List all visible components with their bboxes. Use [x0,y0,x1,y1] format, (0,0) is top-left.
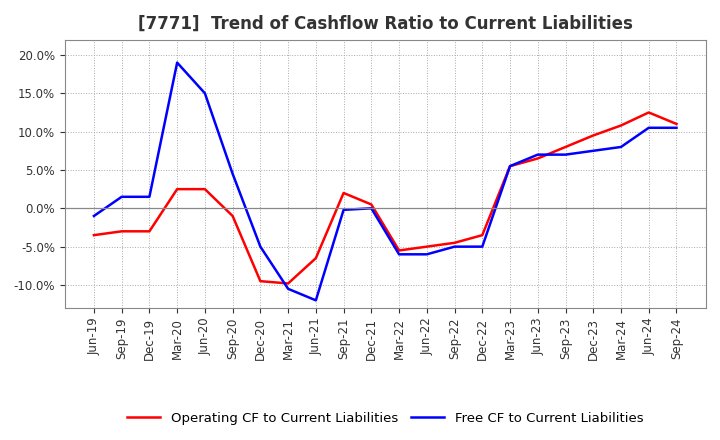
Free CF to Current Liabilities [672,125,681,130]
Free CF to Current Liabilities [450,244,459,249]
Operating CF to Current Liabilities [478,232,487,238]
Free CF to Current Liabilities [505,164,514,169]
Free CF to Current Liabilities [284,286,292,291]
Operating CF to Current Liabilities [534,156,542,161]
Legend: Operating CF to Current Liabilities, Free CF to Current Liabilities: Operating CF to Current Liabilities, Fre… [122,407,649,430]
Operating CF to Current Liabilities [312,256,320,261]
Free CF to Current Liabilities [644,125,653,130]
Operating CF to Current Liabilities [672,121,681,127]
Operating CF to Current Liabilities [145,229,154,234]
Operating CF to Current Liabilities [173,187,181,192]
Operating CF to Current Liabilities [450,240,459,246]
Free CF to Current Liabilities [145,194,154,199]
Operating CF to Current Liabilities [505,164,514,169]
Operating CF to Current Liabilities [644,110,653,115]
Title: [7771]  Trend of Cashflow Ratio to Current Liabilities: [7771] Trend of Cashflow Ratio to Curren… [138,15,633,33]
Operating CF to Current Liabilities [616,123,625,128]
Free CF to Current Liabilities [367,205,376,211]
Free CF to Current Liabilities [616,144,625,150]
Free CF to Current Liabilities [395,252,403,257]
Operating CF to Current Liabilities [284,281,292,286]
Free CF to Current Liabilities [589,148,598,154]
Free CF to Current Liabilities [173,60,181,65]
Operating CF to Current Liabilities [89,232,98,238]
Operating CF to Current Liabilities [423,244,431,249]
Line: Operating CF to Current Liabilities: Operating CF to Current Liabilities [94,113,677,283]
Operating CF to Current Liabilities [395,248,403,253]
Operating CF to Current Liabilities [201,187,210,192]
Free CF to Current Liabilities [228,171,237,176]
Free CF to Current Liabilities [339,207,348,213]
Operating CF to Current Liabilities [117,229,126,234]
Free CF to Current Liabilities [312,298,320,303]
Operating CF to Current Liabilities [339,191,348,196]
Free CF to Current Liabilities [423,252,431,257]
Free CF to Current Liabilities [561,152,570,157]
Operating CF to Current Liabilities [228,213,237,219]
Free CF to Current Liabilities [478,244,487,249]
Operating CF to Current Liabilities [589,133,598,138]
Operating CF to Current Liabilities [256,279,265,284]
Operating CF to Current Liabilities [367,202,376,207]
Line: Free CF to Current Liabilities: Free CF to Current Liabilities [94,62,677,301]
Free CF to Current Liabilities [534,152,542,157]
Free CF to Current Liabilities [201,91,210,96]
Operating CF to Current Liabilities [561,144,570,150]
Free CF to Current Liabilities [89,213,98,219]
Free CF to Current Liabilities [117,194,126,199]
Free CF to Current Liabilities [256,244,265,249]
